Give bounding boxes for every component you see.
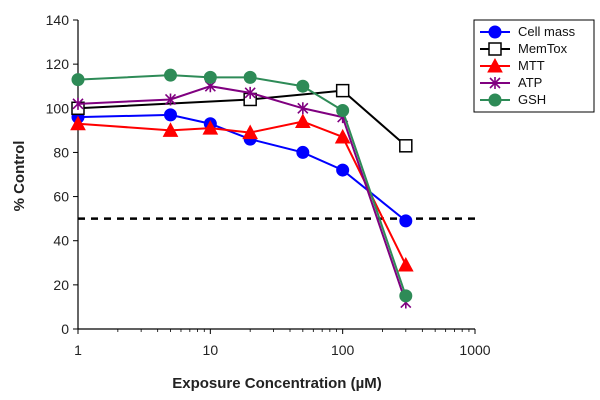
y-tick-label: 120 <box>46 56 70 72</box>
y-tick-label: 0 <box>61 321 69 337</box>
legend-marker <box>488 42 502 56</box>
data-point <box>163 68 177 82</box>
legend-entry: GSH <box>480 92 546 107</box>
series-line <box>77 89 407 147</box>
y-tick-label: 40 <box>53 233 69 249</box>
x-axis-label: Exposure Concentration (µM) <box>172 375 382 392</box>
legend-label: GSH <box>518 92 546 107</box>
data-point <box>163 108 177 122</box>
data-point <box>335 83 350 98</box>
y-tick-label: 60 <box>53 189 69 205</box>
data-point <box>202 120 219 135</box>
data-point <box>296 79 310 93</box>
series-group <box>70 68 414 309</box>
y-tick-label: 80 <box>53 144 69 160</box>
legend-label: ATP <box>518 75 542 90</box>
x-tick-label: 10 <box>203 342 219 358</box>
data-point <box>294 113 311 129</box>
data-point <box>296 145 310 159</box>
legend-entry: MTT <box>480 57 545 73</box>
x-tick-label: 1 <box>74 342 82 358</box>
legend: Cell mass MemTox MTT ATP GSH <box>473 19 595 113</box>
data-point <box>242 124 259 140</box>
x-tick-label: 100 <box>331 342 355 358</box>
y-tick-label: 20 <box>53 277 69 293</box>
legend-label: MemTox <box>518 41 568 56</box>
data-point <box>334 128 351 144</box>
data-point <box>336 103 350 117</box>
data-point <box>297 102 309 115</box>
series-atp <box>72 80 412 309</box>
data-point <box>399 214 413 228</box>
data-point <box>164 93 177 106</box>
legend-marker <box>487 57 503 73</box>
data-point <box>203 70 217 84</box>
legend-marker <box>489 77 501 89</box>
axes: 0 20 40 60 80 100 120 140 1 10 100 1000 <box>46 12 491 358</box>
legend-label: Cell mass <box>518 24 576 39</box>
series-line <box>77 85 407 303</box>
legend-marker <box>488 25 502 39</box>
series-mtt <box>70 113 414 272</box>
y-axis-label: % Control <box>11 141 28 212</box>
y-tick-label: 100 <box>46 100 70 116</box>
series-line <box>77 74 407 297</box>
data-point <box>70 115 86 131</box>
x-tick-label: 1000 <box>459 342 490 358</box>
legend-marker <box>488 93 502 107</box>
legend-entry: MemTox <box>480 41 568 56</box>
data-point <box>72 97 84 110</box>
data-point <box>399 139 413 153</box>
series-gsh <box>71 68 413 303</box>
series-line <box>77 120 407 266</box>
data-point <box>243 70 257 84</box>
data-point <box>162 122 179 137</box>
data-point <box>399 289 413 303</box>
legend-entry: ATP <box>480 75 542 90</box>
legend-label: MTT <box>518 58 545 73</box>
series-memtox <box>71 83 413 153</box>
legend-entry: Cell mass <box>480 24 576 39</box>
data-point <box>397 256 414 272</box>
data-point <box>71 73 85 87</box>
data-point <box>244 86 256 99</box>
data-point <box>336 163 350 177</box>
y-tick-label: 140 <box>46 12 70 28</box>
